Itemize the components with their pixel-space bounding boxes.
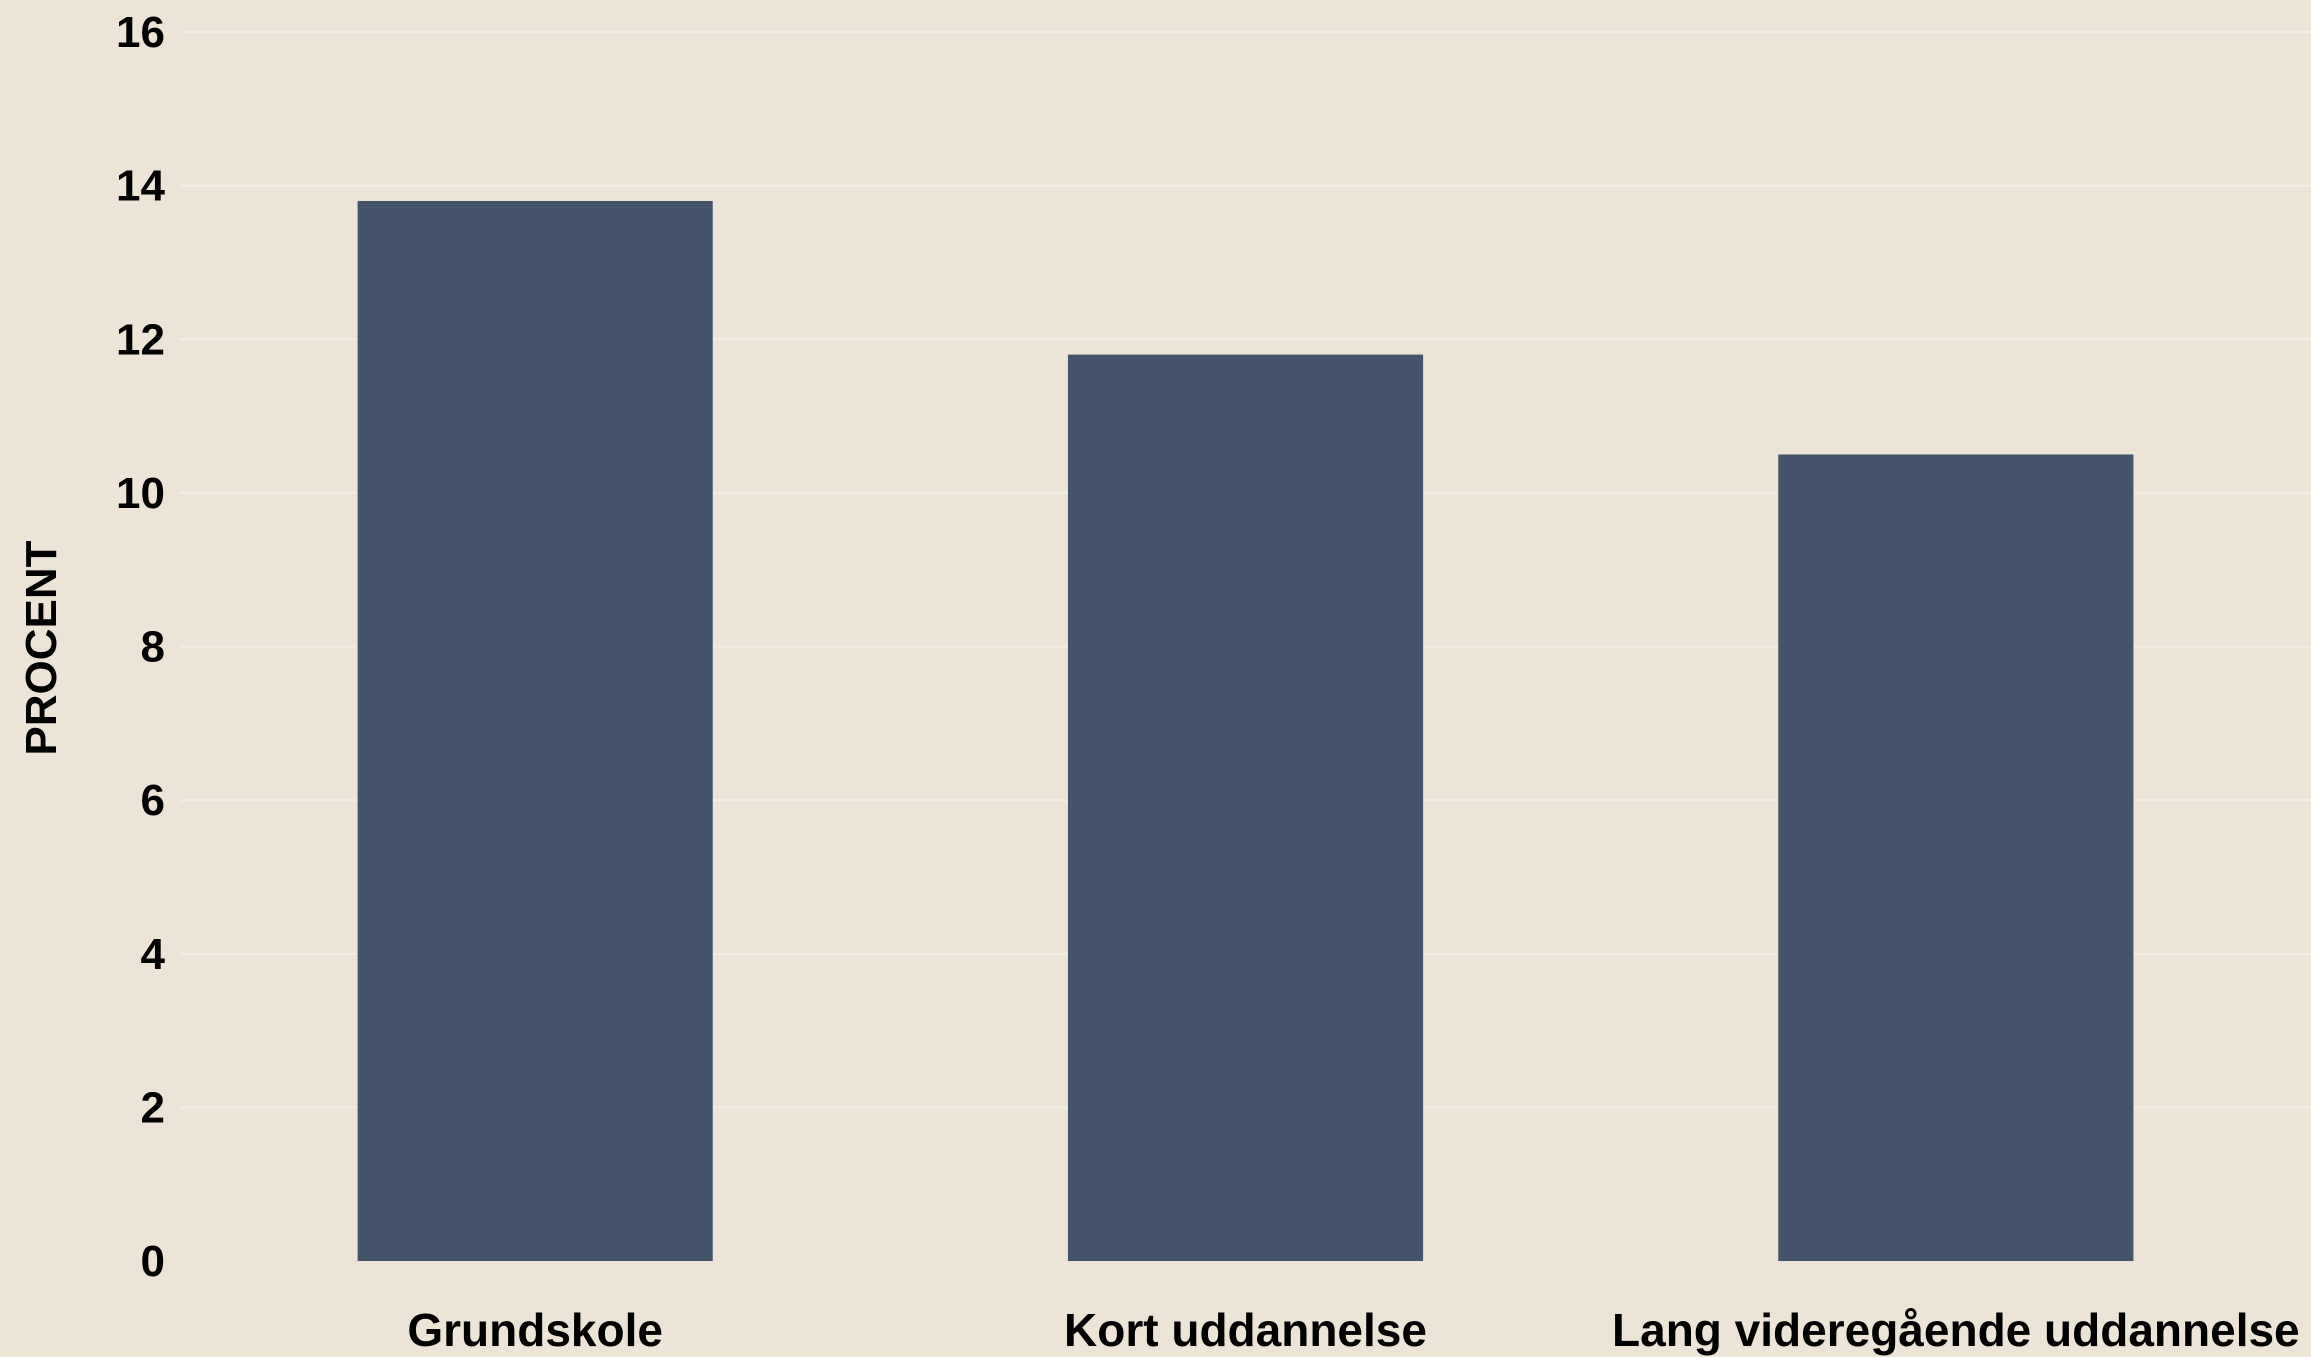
bar xyxy=(357,200,713,1261)
x-tick-label: Lang videregående uddannelse xyxy=(1612,1304,2300,1356)
x-tick-label: Kort uddannelse xyxy=(1064,1304,1427,1356)
y-axis-title: PROCENT xyxy=(17,540,66,755)
bar xyxy=(1067,354,1424,1261)
y-axis-ticks: 0 2 4 6 8 10 12 14 16 xyxy=(116,8,165,1286)
y-tick-label: 2 xyxy=(141,1083,165,1132)
x-axis-labels: Grundskole Kort uddannelse Lang videregåen… xyxy=(407,1304,2299,1356)
y-tick-label: 0 xyxy=(141,1237,165,1286)
y-tick-label: 8 xyxy=(141,623,165,672)
bar xyxy=(1778,454,2134,1261)
y-tick-label: 10 xyxy=(116,469,165,518)
y-tick-label: 6 xyxy=(141,776,165,825)
x-tick-label: Grundskole xyxy=(407,1304,663,1356)
bars xyxy=(357,200,2134,1261)
y-tick-label: 16 xyxy=(116,8,165,57)
y-tick-label: 14 xyxy=(116,162,165,211)
y-tick-label: 4 xyxy=(141,930,166,979)
y-tick-label: 12 xyxy=(116,315,165,364)
